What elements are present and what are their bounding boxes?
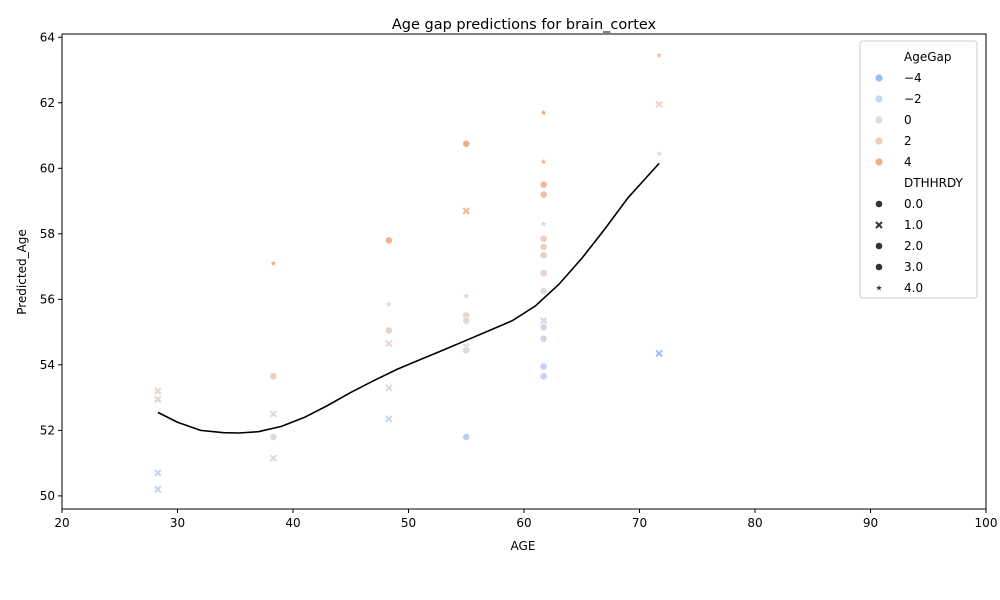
x-tick-label: 70 xyxy=(632,516,647,530)
x-axis-label: AGE xyxy=(511,539,536,553)
legend-hue-title: AgeGap xyxy=(904,50,951,64)
legend-hue-label: 4 xyxy=(904,155,912,169)
data-point xyxy=(154,387,162,395)
legend-style-label: 2.0 xyxy=(904,239,923,253)
data-point xyxy=(540,221,547,227)
legend-hue-label: −4 xyxy=(904,71,922,85)
x-tick-label: 20 xyxy=(54,516,69,530)
data-point xyxy=(539,251,548,260)
legend-hue-swatch xyxy=(875,137,883,145)
data-point xyxy=(462,433,471,441)
legend-style-marker xyxy=(875,221,883,229)
data-point xyxy=(539,362,548,371)
y-tick-label: 52 xyxy=(40,423,55,437)
x-tick-label: 90 xyxy=(863,516,878,530)
data-point xyxy=(539,287,548,296)
data-point xyxy=(269,454,278,462)
legend-style-marker xyxy=(875,263,883,271)
x-tick-label: 60 xyxy=(516,516,531,530)
y-axis: 50 52 54 56 58 60 62 64 xyxy=(40,30,62,503)
trend-line xyxy=(157,162,660,434)
data-point xyxy=(384,326,393,335)
data-point xyxy=(656,150,662,156)
data-point xyxy=(269,372,278,381)
legend-hue-swatch xyxy=(875,95,883,103)
data-point xyxy=(539,190,548,199)
data-point xyxy=(385,339,393,348)
x-tick-label: 80 xyxy=(747,516,762,530)
data-point xyxy=(539,234,548,243)
x-axis: 20 30 40 50 60 70 80 90 100 xyxy=(54,509,997,530)
data-point xyxy=(270,260,277,266)
plot-frame xyxy=(61,33,987,510)
data-point xyxy=(539,323,548,332)
data-point xyxy=(269,433,278,441)
x-tick-label: 40 xyxy=(285,516,300,530)
legend-style-marker xyxy=(875,242,883,250)
legend-hue-swatch xyxy=(875,158,883,166)
data-point xyxy=(539,180,548,189)
legend-hue-label: 2 xyxy=(904,134,912,148)
x-tick-label: 30 xyxy=(170,516,185,530)
legend-style-label: 3.0 xyxy=(904,260,923,274)
y-tick-label: 50 xyxy=(40,489,55,503)
legend: AgeGap −4 −2 0 2 4 DTHHRDY 0.0 1.0 2.0 3.0 4.0 xyxy=(859,40,978,299)
data-point xyxy=(385,415,393,423)
data-point xyxy=(655,100,663,109)
data-point xyxy=(269,410,278,418)
x-tick-label: 100 xyxy=(975,516,998,530)
legend-style-title: DTHHRDY xyxy=(904,176,964,190)
data-point xyxy=(656,52,662,58)
legend-style-label: 4.0 xyxy=(904,281,923,295)
data-point xyxy=(540,109,547,116)
data-point xyxy=(154,485,162,494)
data-point xyxy=(386,301,392,307)
legend-hue-label: 0 xyxy=(904,113,912,127)
data-point xyxy=(539,269,548,278)
y-tick-label: 58 xyxy=(40,227,55,241)
legend-style-label: 0.0 xyxy=(904,197,923,211)
data-point xyxy=(540,158,547,165)
legend-box xyxy=(859,40,978,299)
data-point xyxy=(539,372,548,381)
data-point xyxy=(462,207,470,215)
legend-hue-swatch xyxy=(875,74,883,82)
data-point xyxy=(462,139,471,148)
data-point xyxy=(154,469,162,477)
y-tick-label: 64 xyxy=(40,30,55,44)
data-point xyxy=(385,384,393,392)
data-point xyxy=(539,334,548,343)
legend-hue-label: −2 xyxy=(904,92,922,106)
legend-style-marker xyxy=(875,200,883,208)
y-tick-label: 60 xyxy=(40,161,55,175)
data-point xyxy=(539,316,548,325)
data-point xyxy=(154,395,162,403)
data-point xyxy=(462,316,471,325)
legend-style-label: 1.0 xyxy=(904,218,923,232)
trend-line-group xyxy=(157,162,660,434)
chart-title: Age gap predictions for brain_cortex xyxy=(392,17,657,33)
legend-style-marker xyxy=(876,285,882,291)
data-point xyxy=(384,236,393,245)
data-point xyxy=(462,346,471,355)
legend-hue-swatch xyxy=(875,116,883,124)
data-point xyxy=(539,243,548,251)
data-point xyxy=(655,349,663,358)
data-point xyxy=(463,293,470,299)
y-tick-label: 62 xyxy=(40,96,55,110)
y-tick-label: 56 xyxy=(40,292,55,306)
y-tick-label: 54 xyxy=(40,358,55,372)
x-tick-label: 50 xyxy=(401,516,416,530)
y-axis-label: Predicted_Age xyxy=(15,229,29,315)
points-group xyxy=(154,52,663,494)
